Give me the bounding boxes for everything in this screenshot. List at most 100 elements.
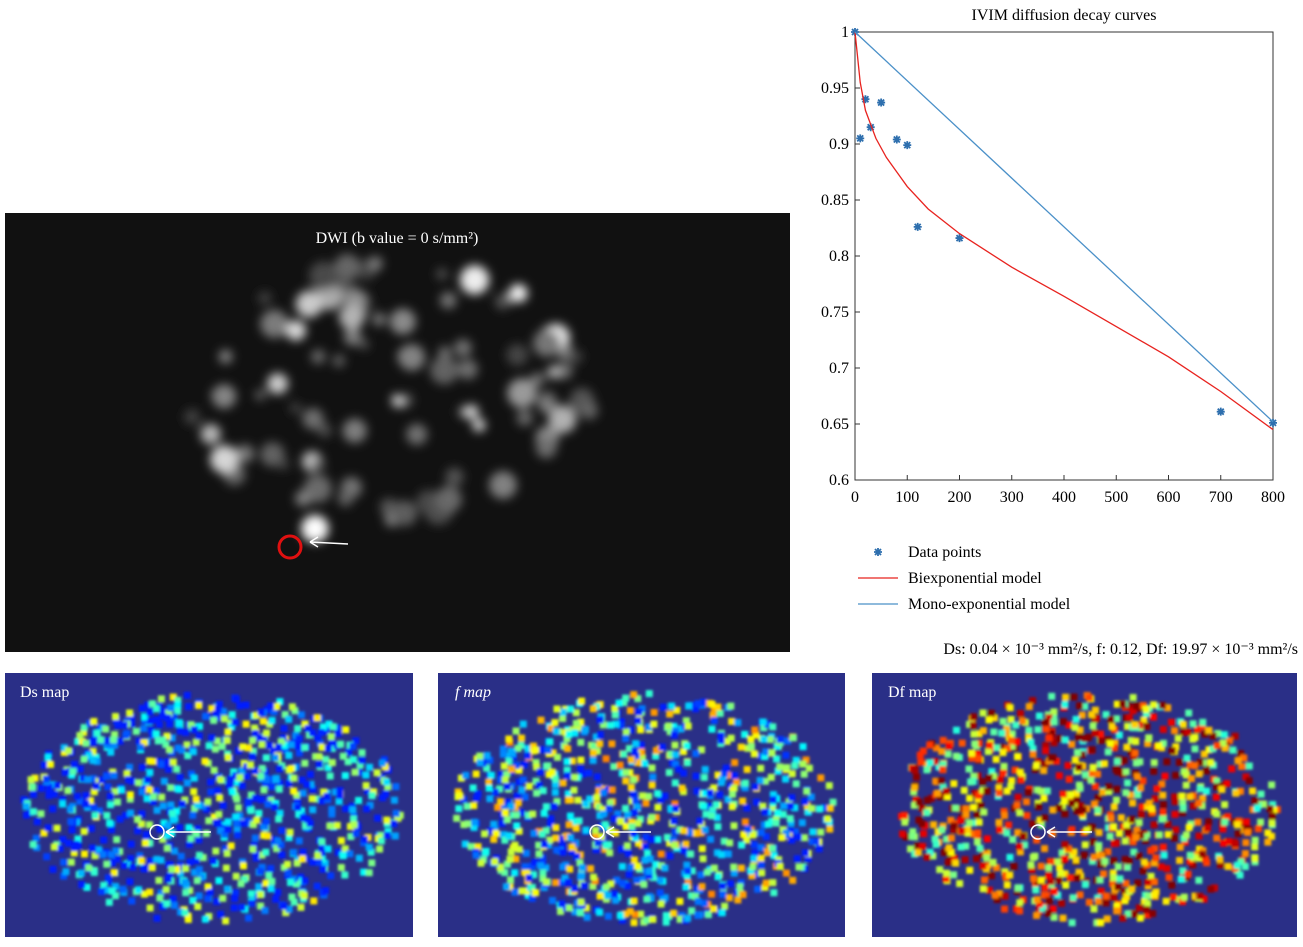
map-pixel xyxy=(1116,830,1123,837)
map-pixel xyxy=(475,790,482,797)
map-pixel xyxy=(196,866,203,873)
map-pixel xyxy=(369,792,376,799)
map-pixel xyxy=(252,835,259,842)
map-pixel xyxy=(778,834,785,841)
map-pixel xyxy=(699,845,706,852)
map-pixel xyxy=(995,819,1002,826)
map-pixel xyxy=(719,909,726,916)
map-pixel xyxy=(1097,919,1104,926)
map-pixel xyxy=(94,730,101,737)
map-pixel xyxy=(1145,879,1152,886)
map-pixel xyxy=(1110,874,1117,881)
map-pixel xyxy=(59,800,66,807)
map-pixel xyxy=(336,787,343,794)
map-pixel xyxy=(519,887,526,894)
y-tick-label: 0.75 xyxy=(821,304,849,321)
map-pixel xyxy=(1023,812,1030,819)
data-point xyxy=(914,223,922,231)
map-pixel xyxy=(382,791,389,798)
map-pixel xyxy=(1232,790,1239,797)
map-pixel xyxy=(1025,727,1032,734)
map-pixel xyxy=(361,836,368,843)
map-pixel xyxy=(193,796,200,803)
map-pixel xyxy=(330,723,337,730)
map-pixel xyxy=(719,883,726,890)
map-pixel xyxy=(600,811,607,818)
map-pixel xyxy=(1030,854,1037,861)
map-pixel xyxy=(471,819,478,826)
map-pixel xyxy=(708,726,715,733)
map-pixel xyxy=(1126,857,1133,864)
map-pixel xyxy=(1175,735,1182,742)
map-pixel xyxy=(975,755,982,762)
map-pixel xyxy=(1119,915,1126,922)
map-pixel xyxy=(229,788,236,795)
map-pixel xyxy=(774,809,781,816)
map-pixel xyxy=(730,864,737,871)
map-pixel xyxy=(596,740,603,747)
map-pixel xyxy=(665,722,672,729)
map-pixel xyxy=(196,852,203,859)
map-pixel xyxy=(235,804,242,811)
map-pixel xyxy=(1094,807,1101,814)
map-pixel xyxy=(711,865,718,872)
map-pixel xyxy=(84,776,91,783)
map-pixel xyxy=(1242,850,1249,857)
map-pixel xyxy=(1077,891,1084,898)
map-pixel xyxy=(640,881,647,888)
dwi-blob xyxy=(460,265,489,294)
map-pixel xyxy=(223,865,230,872)
map-pixel xyxy=(146,786,153,793)
map-pixel xyxy=(970,804,977,811)
map-pixel xyxy=(1020,833,1027,840)
map-pixel xyxy=(1056,735,1063,742)
map-pixel xyxy=(627,707,634,714)
map-pixel xyxy=(1034,726,1041,733)
map-pixel xyxy=(76,732,83,739)
map-pixel xyxy=(1016,899,1023,906)
map-pixel xyxy=(165,876,172,883)
map-pixel xyxy=(1074,807,1081,814)
dwi-blob xyxy=(392,501,417,526)
map-pixel xyxy=(1221,731,1228,738)
map-pixel xyxy=(1145,735,1152,742)
map-pixel xyxy=(327,773,334,780)
map-pixel xyxy=(232,813,239,820)
map-pixel xyxy=(500,746,507,753)
map-pixel xyxy=(1257,819,1264,826)
map-pixel xyxy=(626,871,633,878)
map-pixel xyxy=(539,831,546,838)
map-pixel xyxy=(957,843,964,850)
map-pixel xyxy=(549,897,556,904)
map-pixel xyxy=(980,709,987,716)
map-pixel xyxy=(194,877,201,884)
map-pixel xyxy=(1158,863,1165,870)
map-pixel xyxy=(801,798,808,805)
map-pixel xyxy=(359,749,366,756)
map-pixel xyxy=(1014,753,1021,760)
map-pixel xyxy=(1091,854,1098,861)
map-pixel xyxy=(278,827,285,834)
map-pixel xyxy=(481,830,488,837)
map-pixel xyxy=(47,761,54,768)
map-pixel xyxy=(731,772,738,779)
map-pixel xyxy=(1014,884,1021,891)
map-pixel xyxy=(93,783,100,790)
map-pixel xyxy=(114,799,121,806)
map-pixel xyxy=(1074,749,1081,756)
map-pixel xyxy=(566,731,573,738)
map-pixel xyxy=(980,862,987,869)
map-pixel xyxy=(697,871,704,878)
map-pixel xyxy=(641,760,648,767)
map-pixel xyxy=(1004,788,1011,795)
map-pixel xyxy=(913,773,920,780)
map-pixel xyxy=(658,851,665,858)
map-pixel xyxy=(215,706,222,713)
map-pixel xyxy=(957,817,964,824)
map-pixel xyxy=(731,759,738,766)
map-pixel xyxy=(770,796,777,803)
map-pixel xyxy=(1061,701,1068,708)
map-pixel xyxy=(147,858,154,865)
map-pixel xyxy=(1128,886,1135,893)
map-pixel xyxy=(1143,723,1150,730)
